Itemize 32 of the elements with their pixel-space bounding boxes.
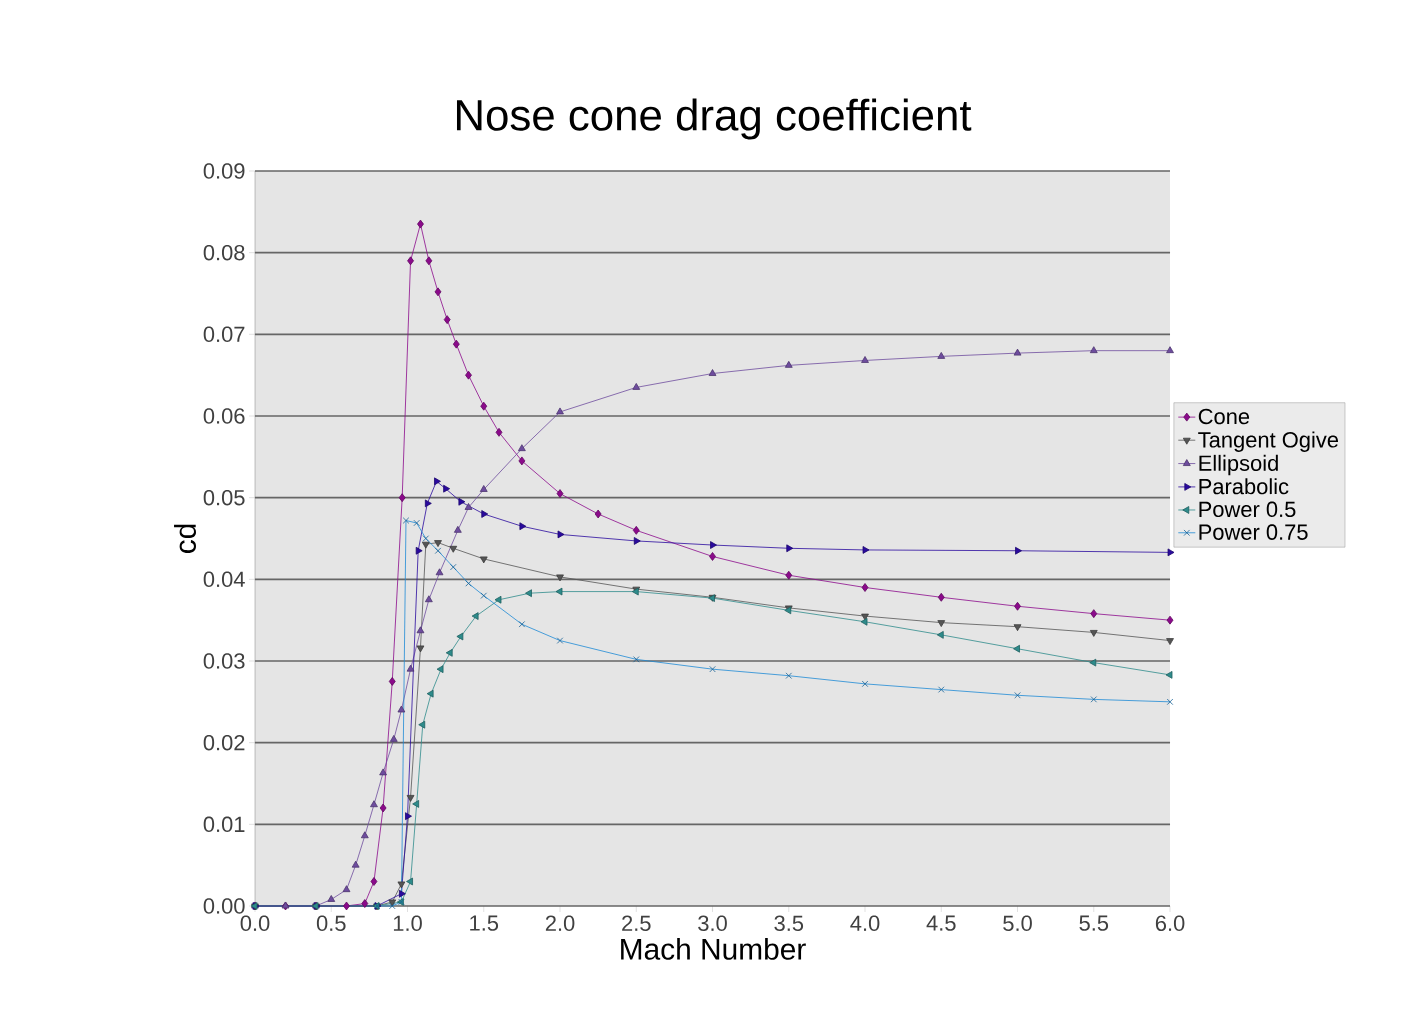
chart-title: Nose cone drag coefficient — [456, 98, 972, 140]
x-tick-label: 0.5 — [316, 915, 346, 932]
legend-label: Parabolic — [1199, 478, 1289, 495]
y-tick-label: 0.00 — [203, 898, 245, 914]
x-tick-label: 1.5 — [470, 915, 499, 931]
legend-label: Ellipsoid — [1199, 454, 1278, 476]
y-tick-label: 0.07 — [203, 326, 245, 343]
legend-label: Cone — [1198, 408, 1250, 425]
y-tick-label: 0.01 — [203, 816, 245, 833]
x-tick-label: 1.0 — [393, 915, 422, 932]
y-tick-label: 0.05 — [203, 489, 245, 506]
x-tick-label: 2.0 — [545, 915, 575, 932]
x-tick-label: 4.5 — [926, 915, 956, 931]
x-axis-title: Mach Number — [621, 937, 806, 960]
x-tick-label: 5.0 — [1003, 915, 1032, 932]
y-axis-title: cd — [174, 524, 196, 554]
x-tick-label: 6.0 — [1155, 915, 1185, 932]
x-tick-label: 4.0 — [850, 915, 880, 932]
legend-label: Power 0.5 — [1199, 501, 1296, 518]
x-tick-label: 5.5 — [1079, 915, 1109, 931]
x-tick-label: 2.5 — [622, 915, 651, 932]
y-tick-label: 0.02 — [203, 734, 245, 751]
y-tick-label: 0.03 — [203, 653, 245, 669]
x-tick-label: 0.0 — [240, 915, 270, 932]
y-tick-label: 0.06 — [203, 408, 245, 424]
legend-label: Tangent Ogive — [1198, 431, 1339, 452]
x-tick-label: 3.0 — [698, 915, 727, 932]
y-tick-label: 0.04 — [203, 571, 245, 588]
y-tick-label: 0.09 — [203, 163, 245, 179]
y-tick-label: 0.08 — [203, 244, 245, 261]
x-tick-label: 3.5 — [774, 915, 804, 932]
legend-label: Power 0.75 — [1199, 524, 1308, 540]
